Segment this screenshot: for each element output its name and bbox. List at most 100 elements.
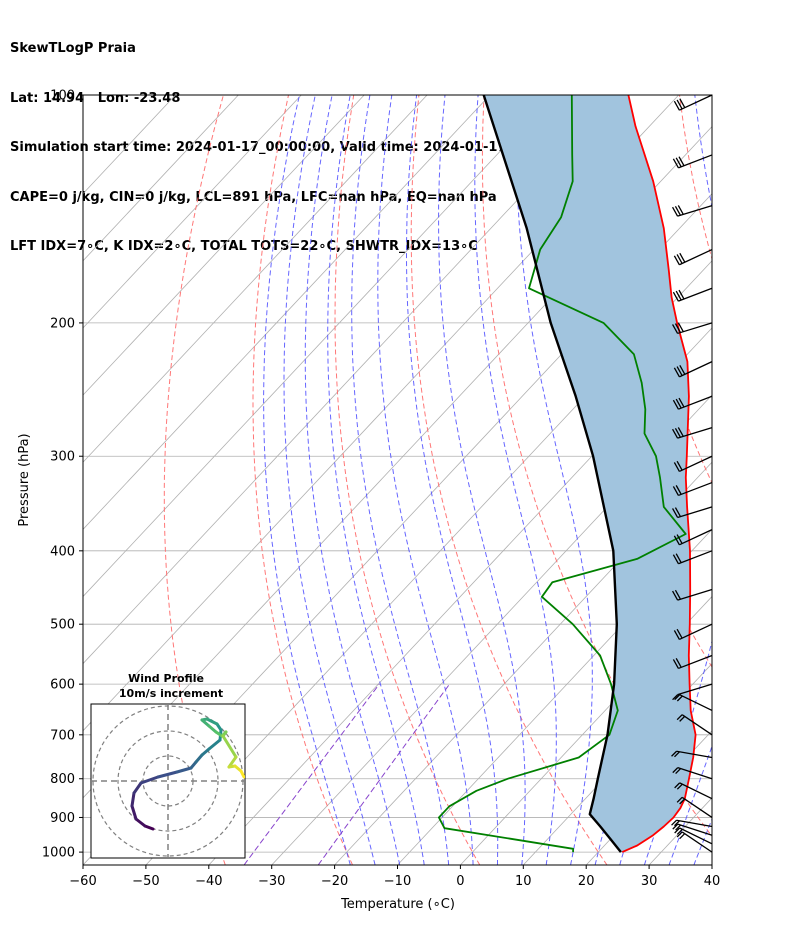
x-tick-label: 30	[641, 874, 658, 889]
wind-barb	[671, 819, 713, 828]
wind-barb	[672, 154, 713, 169]
mixing-ratio-line	[317, 683, 450, 865]
x-tick-label: 20	[578, 874, 595, 889]
hodograph-inset: Wind Profile 10m/s increment	[90, 672, 246, 859]
isotherm	[208, 327, 712, 865]
hodograph-subtitle: 10m/s increment	[119, 687, 223, 700]
x-tick-label: 40	[704, 874, 721, 889]
wind-barb	[672, 481, 713, 497]
x-tick-label: −60	[69, 874, 96, 889]
hodograph-segment	[194, 753, 204, 764]
moist-adiabat	[515, 95, 593, 865]
hodograph-segment	[134, 817, 147, 828]
y-tick-label: 800	[50, 772, 75, 787]
hodograph-grid	[91, 704, 245, 858]
hodograph-segment	[239, 769, 245, 779]
x-tick-label: 10	[515, 874, 532, 889]
wind-barbs	[671, 94, 713, 853]
moist-adiabat	[351, 95, 450, 865]
wind-barb	[672, 205, 713, 217]
y-tick-label: 500	[50, 618, 75, 633]
isotherm	[334, 461, 712, 865]
hodograph-segment	[156, 770, 179, 779]
isotherm	[145, 260, 712, 865]
isotherm	[83, 95, 428, 463]
temperature-line	[621, 95, 697, 853]
hodograph-segment	[130, 804, 138, 821]
wind-barb	[674, 782, 713, 800]
dewpoint-line	[438, 95, 687, 853]
x-tick-label: −10	[384, 874, 411, 889]
x-axis-label: Temperature (∘C)	[340, 897, 455, 912]
hodograph-segment	[139, 775, 160, 785]
wind-barb	[674, 694, 713, 712]
wind-barb	[676, 796, 713, 818]
wind-barb	[673, 529, 713, 546]
wind-barb	[672, 654, 713, 670]
y-tick-label: 1000	[42, 846, 75, 861]
title-station: SkewTLogP Praia	[10, 41, 136, 56]
moist-adiabat	[283, 95, 376, 865]
hodograph-segment	[221, 734, 238, 759]
wind-barb	[672, 506, 713, 519]
x-tick-label: 0	[456, 874, 464, 889]
dry-adiabat	[252, 95, 353, 865]
isotherm	[711, 864, 712, 865]
moist-adiabat	[668, 744, 712, 865]
chart-title: SkewTLogP Praia Lat: 14.94 Lon: -23.48 S…	[10, 8, 603, 272]
wind-barb	[673, 361, 713, 378]
x-tick-label: −40	[195, 874, 222, 889]
y-tick-label: 400	[50, 544, 75, 559]
wind-barb	[676, 714, 713, 736]
hodograph-segment	[132, 781, 143, 795]
y-axis-label: Pressure (hPa)	[17, 433, 32, 526]
dry-adiabat	[410, 95, 608, 865]
wind-barb	[672, 588, 713, 601]
hodograph-segment	[207, 738, 222, 751]
x-tick-label: −50	[132, 874, 159, 889]
wind-barb	[672, 426, 713, 439]
moist-adiabat	[474, 95, 557, 865]
hodograph-title: Wind Profile	[128, 672, 204, 685]
isotherm	[83, 95, 617, 665]
hodograph-segment	[200, 747, 211, 757]
mixing-ratio-line	[243, 683, 380, 865]
y-tick-label: 700	[50, 728, 75, 743]
moist-adiabat	[327, 95, 425, 865]
y-tick-label: 200	[50, 316, 75, 331]
plot-series	[438, 95, 697, 853]
moist-adiabat	[693, 817, 712, 865]
moist-adiabat	[304, 95, 401, 865]
moist-adiabat	[406, 95, 499, 865]
x-tick-label: −30	[258, 874, 285, 889]
wind-barb	[673, 623, 713, 640]
wind-barb	[672, 766, 713, 780]
wind-barb	[672, 550, 713, 565]
parcel-line	[482, 95, 622, 853]
isotherm	[83, 95, 365, 396]
hodograph-segment	[200, 718, 211, 728]
wind-barb	[676, 831, 713, 853]
isotherm	[585, 730, 712, 865]
wind-barb	[674, 827, 713, 845]
wind-barb	[673, 248, 713, 266]
hodograph-segment	[130, 791, 136, 808]
y-tick-label: 300	[50, 450, 75, 465]
wind-barb	[672, 395, 713, 410]
dry-adiabat	[745, 95, 794, 865]
isotherm	[83, 95, 239, 262]
isotherm	[83, 95, 302, 329]
isotherm	[460, 595, 712, 865]
wind-barb	[672, 322, 713, 335]
hodograph-segment	[205, 717, 219, 726]
isotherm	[397, 528, 712, 865]
wind-barb	[672, 287, 713, 302]
hodograph-segment	[175, 766, 193, 774]
y-tick-label: 100	[50, 89, 75, 104]
wind-barb	[673, 455, 713, 473]
hodograph-segment	[207, 724, 218, 734]
cin-cape-shading	[483, 95, 696, 853]
wind-barb	[671, 750, 713, 759]
x-tick-label: −20	[321, 874, 348, 889]
